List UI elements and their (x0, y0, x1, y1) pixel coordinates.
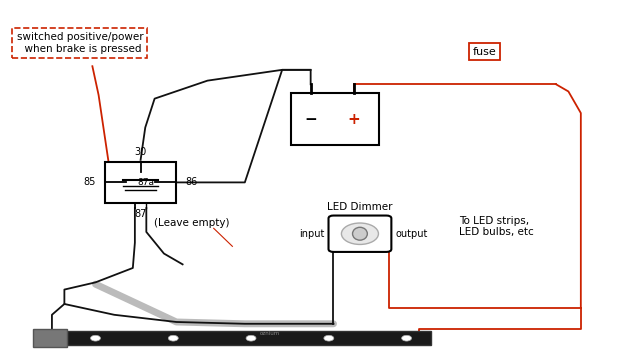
Circle shape (168, 335, 178, 341)
Bar (68, 331, 432, 346)
Text: 87: 87 (135, 209, 147, 219)
Circle shape (246, 335, 256, 341)
Bar (291, 93, 379, 146)
Text: 86: 86 (186, 178, 198, 187)
Text: LED Dimmer: LED Dimmer (327, 202, 392, 212)
Circle shape (324, 335, 334, 341)
Text: 87a: 87a (138, 178, 155, 187)
Bar (33, 329, 68, 347)
Circle shape (90, 335, 100, 341)
Text: +: + (348, 112, 361, 127)
Text: 30: 30 (135, 147, 147, 158)
Text: fuse: fuse (473, 47, 496, 57)
Text: 85: 85 (83, 178, 95, 187)
Text: switched positive/power
  when brake is pressed: switched positive/power when brake is pr… (16, 32, 143, 54)
Text: To LED strips,
LED bulbs, etc: To LED strips, LED bulbs, etc (459, 216, 534, 237)
Text: (Leave empty): (Leave empty) (154, 218, 229, 228)
Text: oznium: oznium (260, 331, 280, 337)
Text: −: − (304, 112, 317, 127)
Circle shape (341, 223, 379, 244)
Text: output: output (396, 229, 428, 239)
Circle shape (401, 335, 411, 341)
Ellipse shape (353, 227, 367, 240)
Text: input: input (299, 229, 324, 239)
Bar (105, 162, 176, 203)
FancyBboxPatch shape (329, 216, 391, 252)
